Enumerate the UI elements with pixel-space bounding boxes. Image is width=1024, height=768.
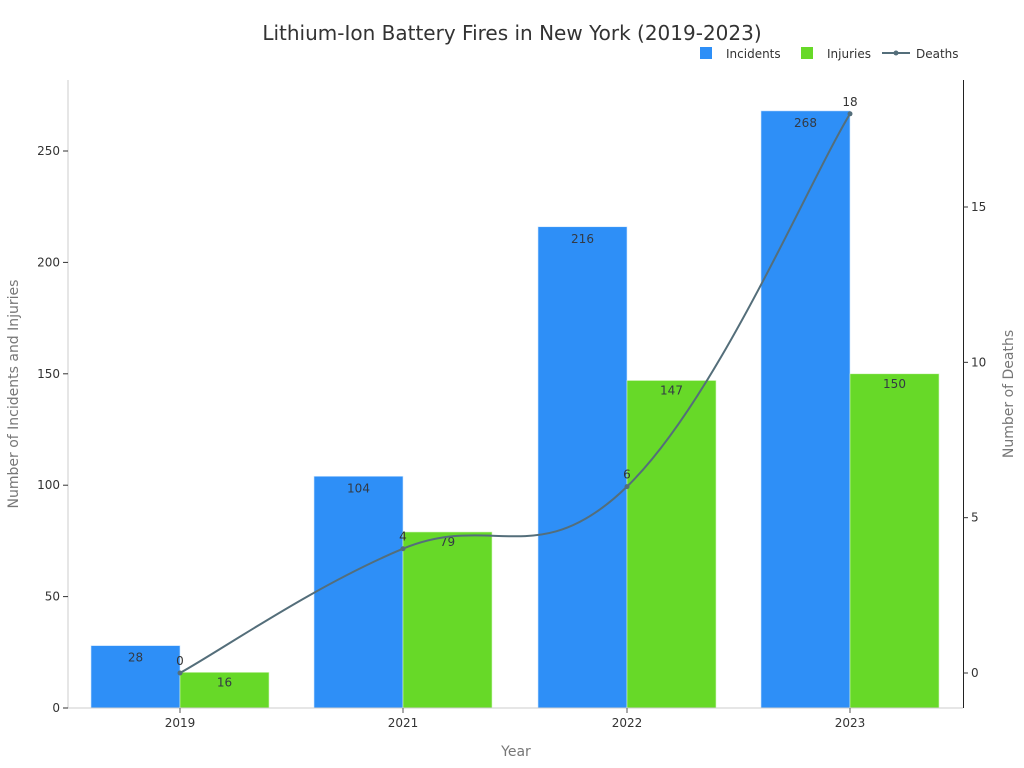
bar-incidents-2023 [760,110,851,709]
x-tick-label: 2022 [612,716,643,730]
y2-tick-label: 15 [971,200,986,214]
deaths-value-label: 18 [842,95,857,109]
right-y-axis-label: Number of Deaths [1001,330,1017,458]
y2-tick-label: 5 [971,511,979,525]
deaths-value-label: 6 [623,468,631,482]
x-tick-label: 2023 [835,716,866,730]
bar-injuries-2021 [402,531,493,709]
legend-injuries-swatch [801,47,813,59]
y-tick-label: 100 [37,478,60,492]
legend-deaths-marker-icon [893,50,899,56]
bar-injuries-2023 [849,373,940,709]
legend-incidents-swatch [700,47,712,59]
x-tick-label: 2021 [388,716,419,730]
left-y-ticks: 0 50 100 150 200 250 [37,144,68,715]
bar-injuries-value: 79 [440,535,455,549]
bar-incidents-value: 28 [128,651,143,665]
x-axis-label: Year [500,744,531,760]
legend-incidents-label: Incidents [726,47,781,61]
deaths-line-layer: 0 4 6 18 [176,95,858,676]
deaths-marker [847,111,853,117]
legend-deaths-label: Deaths [916,47,959,61]
right-y-ticks: 0 5 10 15 [963,200,986,680]
bar-incidents-value: 216 [571,232,594,246]
deaths-value-label: 0 [176,654,184,668]
chart-title: Lithium-Ion Battery Fires in New York (2… [262,21,761,45]
y-tick-label: 200 [37,255,60,269]
legend-injuries-label: Injuries [827,47,871,61]
bar-incidents-2021 [313,475,404,709]
bar-incidents-value: 268 [794,116,817,130]
deaths-marker [177,670,183,676]
x-ticks: 2019 2021 2022 2023 [165,708,866,730]
deaths-marker [624,484,630,490]
legend: Incidents Injuries Deaths [700,47,959,61]
y2-tick-label: 0 [971,666,979,680]
y-tick-label: 150 [37,367,60,381]
bars-layer: 28 16 104 79 216 147 268 150 [90,110,940,709]
y-tick-label: 250 [37,144,60,158]
left-y-axis-label: Number of Incidents and Injuries [6,280,22,509]
bar-incidents-value: 104 [347,481,370,495]
deaths-marker [400,546,406,552]
y2-tick-label: 10 [971,355,986,369]
bar-injuries-2019 [179,672,270,709]
y-tick-label: 0 [52,701,60,715]
bar-injuries-value: 147 [660,383,683,397]
deaths-line [179,113,851,674]
bar-injuries-value: 150 [883,377,906,391]
x-tick-label: 2019 [165,716,196,730]
y-tick-label: 50 [45,590,60,604]
bar-injuries-value: 16 [217,675,232,689]
bar-incidents-2022 [537,226,628,709]
deaths-value-label: 4 [399,530,407,544]
bar-injuries-2022 [626,380,717,709]
